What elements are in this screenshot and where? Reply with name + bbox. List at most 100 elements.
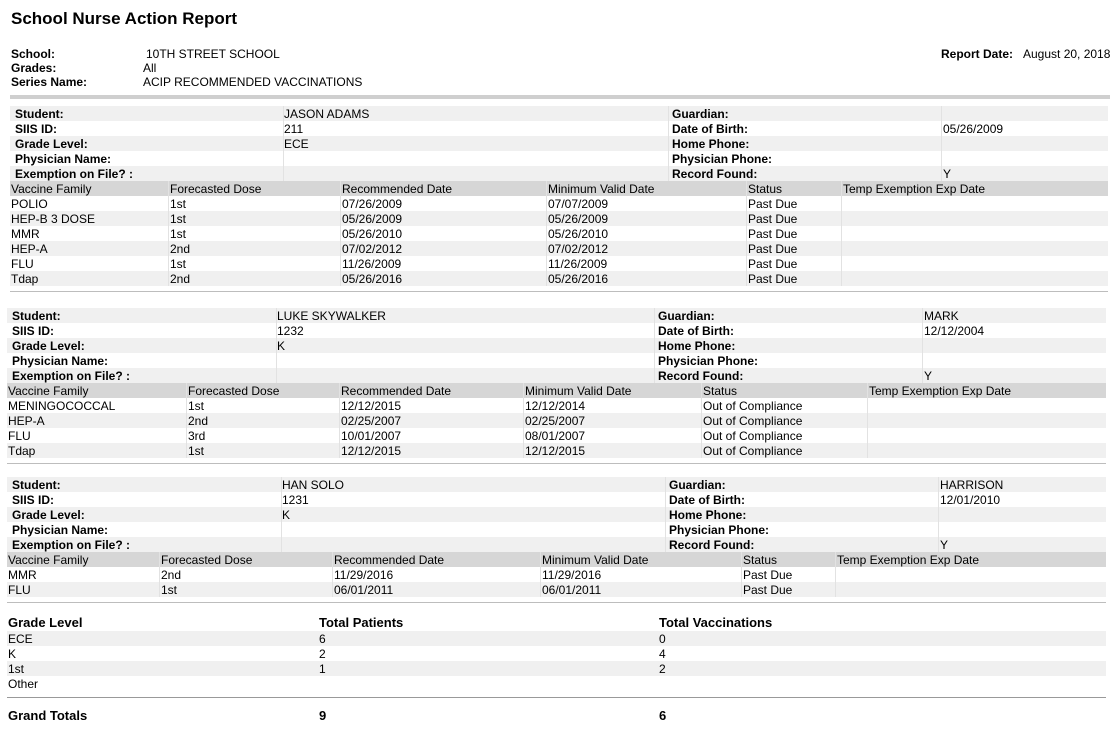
info-label: Guardian: (669, 478, 726, 492)
report-date-value: August 20, 2018 (1023, 47, 1111, 61)
vaccine-cell: 06/01/2011 (542, 583, 602, 597)
vaccine-cell: Past Due (748, 257, 798, 271)
vaccine-cell: FLU (11, 257, 34, 271)
student-divider (7, 463, 1106, 464)
summary-cell: 6 (319, 632, 326, 646)
vaccine-cell: 10/01/2007 (341, 429, 402, 443)
vaccine-cell: 11/26/2009 (548, 257, 608, 271)
vaccine-cell: 05/26/2009 (342, 212, 403, 226)
vaccine-cell: 07/07/2009 (548, 197, 609, 211)
summary-header: Total Patients (319, 615, 404, 630)
info-value: 211 (284, 122, 304, 136)
column-divider (668, 106, 669, 181)
grades-label: Grades: (11, 61, 57, 75)
info-label: SIIS ID: (15, 122, 58, 136)
school-label: School: (11, 47, 55, 61)
vaccine-cell: 12/12/2015 (341, 399, 402, 413)
info-label: Grade Level: (12, 508, 85, 522)
vaccine-column-header: Temp Exemption Exp Date (869, 384, 1012, 398)
info-value: 12/01/2010 (940, 493, 1001, 507)
column-divider (540, 552, 541, 597)
vaccine-cell: HEP-A (8, 414, 45, 428)
vaccine-cell: 12/12/2015 (525, 444, 586, 458)
vaccine-column-header: Recommended Date (342, 182, 453, 196)
vaccine-cell: Past Due (748, 197, 798, 211)
vaccine-cell: 06/01/2011 (334, 583, 394, 597)
student-divider (7, 602, 1106, 603)
vaccine-cell: Out of Compliance (703, 414, 803, 428)
column-divider (159, 552, 160, 597)
info-label: SIIS ID: (12, 324, 55, 338)
totals-divider (7, 697, 1106, 698)
summary-header: Grade Level (8, 615, 83, 630)
grand-totals-label: Grand Totals (8, 708, 88, 723)
info-label: Record Found: (672, 167, 758, 181)
info-label: Exemption on File? : (12, 369, 131, 383)
vaccine-column-header: Status (748, 182, 783, 196)
vaccine-cell: 12/12/2015 (341, 444, 402, 458)
vaccine-column-header: Forecasted Dose (170, 182, 262, 196)
summary-cell: 2 (659, 662, 666, 676)
info-label: Physician Phone: (669, 523, 770, 537)
grand-total-vaccinations: 6 (659, 708, 667, 723)
vaccine-row-band (7, 582, 1106, 597)
vaccine-cell: 12/12/2014 (525, 399, 586, 413)
vaccine-cell: Past Due (748, 242, 798, 256)
column-divider (841, 181, 842, 286)
vaccine-cell: MMR (11, 227, 40, 241)
column-divider (938, 477, 939, 552)
info-label: Physician Name: (12, 354, 109, 368)
vaccine-column-header: Vaccine Family (11, 182, 92, 196)
info-value: 05/26/2009 (943, 122, 1004, 136)
info-label: Grade Level: (15, 137, 88, 151)
summary-cell: 1 (319, 662, 326, 676)
vaccine-column-header: Minimum Valid Date (525, 384, 632, 398)
vaccine-column-header: Minimum Valid Date (548, 182, 655, 196)
vaccine-column-header: Status (703, 384, 738, 398)
vaccine-cell: 11/26/2009 (342, 257, 402, 271)
vaccine-column-header: Minimum Valid Date (542, 553, 649, 567)
vaccine-cell: Out of Compliance (703, 429, 803, 443)
info-label: Home Phone: (672, 137, 750, 151)
info-value: HAN SOLO (282, 478, 345, 492)
vaccine-column-header: Forecasted Dose (161, 553, 253, 567)
info-label: Student: (12, 478, 61, 492)
vaccine-column-header: Status (743, 553, 778, 567)
column-divider (281, 477, 282, 552)
grand-total-patients: 9 (319, 708, 327, 723)
vaccine-cell: 1st (170, 257, 187, 271)
summary-row-band (7, 661, 1106, 676)
info-label: Grade Level: (12, 339, 85, 353)
vaccine-column-header: Recommended Date (334, 553, 445, 567)
vaccine-row-band (7, 443, 1106, 458)
info-value: HARRISON (940, 478, 1004, 492)
column-divider (835, 552, 836, 597)
summary-cell: Other (8, 677, 39, 691)
summary-cell: 4 (659, 647, 666, 661)
vaccine-row-band (7, 413, 1106, 428)
info-label: Physician Phone: (672, 152, 773, 166)
vaccine-cell: 1st (170, 212, 187, 226)
column-divider (741, 552, 742, 597)
vaccine-cell: 07/02/2012 (342, 242, 403, 256)
info-value: JASON ADAMS (284, 107, 370, 121)
info-label: Guardian: (658, 309, 715, 323)
column-divider (701, 383, 702, 458)
vaccine-cell: FLU (8, 583, 31, 597)
info-row-band (7, 308, 1106, 323)
info-label: Home Phone: (658, 339, 736, 353)
vaccine-cell: MMR (8, 568, 37, 582)
vaccine-cell: Past Due (748, 272, 798, 286)
vaccine-cell: 2nd (188, 414, 209, 428)
info-label: Record Found: (658, 369, 744, 383)
vaccine-cell: Tdap (11, 272, 39, 286)
vaccine-header-band (7, 383, 1106, 398)
vaccine-cell: 3rd (188, 429, 206, 443)
info-label: Date of Birth: (658, 324, 734, 338)
column-divider (186, 383, 187, 458)
vaccine-column-header: Temp Exemption Exp Date (837, 553, 980, 567)
info-row-band (7, 338, 1106, 353)
info-value: MARK (924, 309, 959, 323)
vaccine-cell: POLIO (11, 197, 48, 211)
info-value: 1232 (277, 324, 304, 338)
